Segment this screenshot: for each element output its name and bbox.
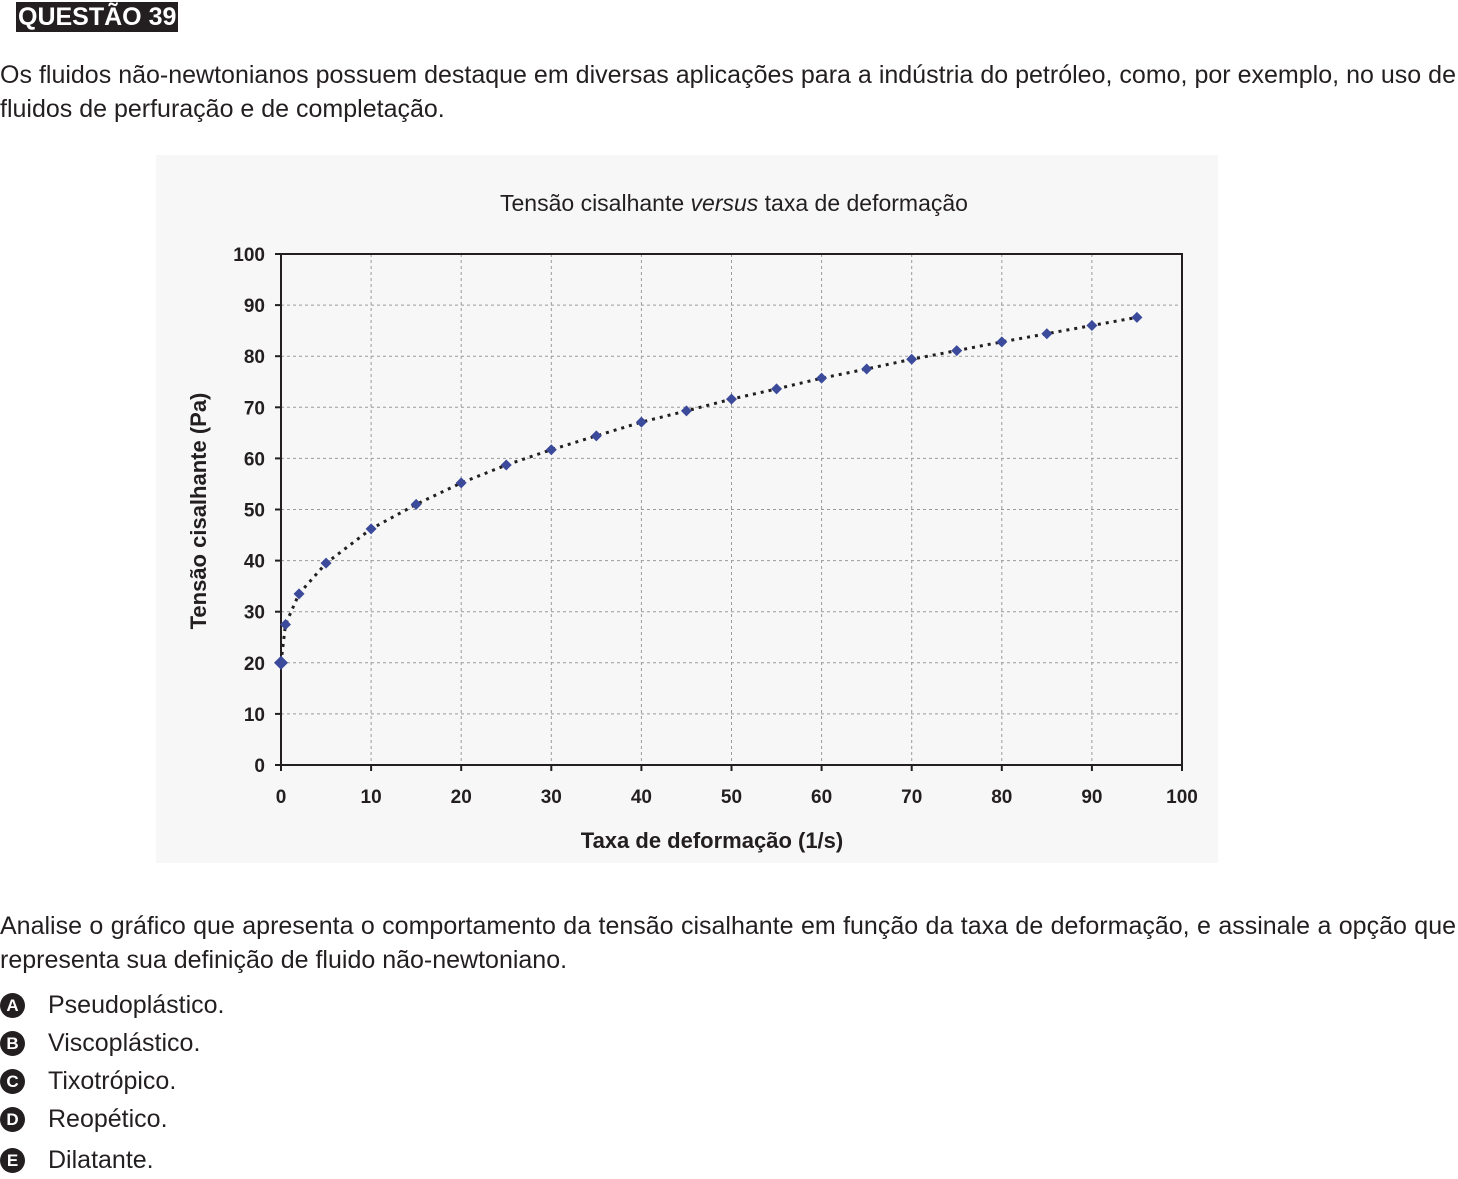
y-tick-label: 0 bbox=[254, 756, 265, 777]
x-axis-label: Taxa de deformação (1/s) bbox=[581, 828, 843, 853]
data-point-marker bbox=[274, 655, 288, 670]
y-tick-label: 90 bbox=[244, 296, 265, 317]
data-point-marker bbox=[771, 383, 783, 395]
option-d-text: Reopético. bbox=[48, 1105, 168, 1133]
question-stem-text: Analise o gráfico que apresenta o compor… bbox=[0, 912, 1456, 974]
x-tick-label: 20 bbox=[451, 787, 472, 808]
data-point-marker bbox=[1041, 328, 1053, 340]
y-axis-ticks: 0 10 20 30 40 50 60 70 80 90 100 bbox=[233, 245, 281, 777]
y-tick-label: 50 bbox=[244, 501, 265, 522]
data-point-marker bbox=[293, 588, 305, 600]
option-b-letter-icon: B bbox=[0, 1030, 25, 1056]
y-tick-label: 60 bbox=[244, 449, 265, 470]
y-tick-label: 80 bbox=[244, 347, 265, 368]
answer-options: A Pseudoplástico. B Viscoplástico. C Tix… bbox=[0, 986, 225, 1179]
data-point-marker bbox=[861, 363, 873, 375]
question-number-badge: QUESTÃO 39 bbox=[16, 2, 179, 32]
x-tick-label: 0 bbox=[276, 787, 287, 808]
option-a-letter-icon: A bbox=[0, 992, 25, 1018]
x-axis-ticks: 0 10 20 30 40 50 60 70 80 90 100 bbox=[276, 765, 1198, 808]
data-point-marker bbox=[816, 372, 828, 384]
option-b[interactable]: B Viscoplástico. bbox=[0, 1024, 225, 1062]
question-intro-text: Os fluidos não-newtonianos possuem desta… bbox=[0, 61, 1456, 123]
x-tick-label: 50 bbox=[721, 787, 742, 808]
data-point-marker bbox=[635, 416, 647, 428]
x-tick-label: 60 bbox=[811, 787, 832, 808]
x-tick-label: 10 bbox=[361, 787, 382, 808]
data-point-marker bbox=[365, 523, 377, 535]
x-tick-label: 40 bbox=[631, 787, 652, 808]
option-d-letter-icon: D bbox=[0, 1106, 25, 1132]
data-point-marker bbox=[545, 444, 557, 456]
data-point-marker bbox=[1131, 311, 1143, 323]
data-points bbox=[274, 311, 1143, 670]
shear-stress-chart: Tensão cisalhante versus taxa de deforma… bbox=[186, 190, 1198, 853]
chart-panel: Tensão cisalhante versus taxa de deforma… bbox=[156, 155, 1218, 863]
y-tick-label: 100 bbox=[233, 245, 265, 266]
option-a[interactable]: A Pseudoplástico. bbox=[0, 986, 225, 1024]
data-point-marker bbox=[590, 430, 602, 442]
data-point-marker bbox=[500, 459, 512, 471]
chart-title-part: taxa de deformação bbox=[758, 190, 968, 216]
y-tick-label: 70 bbox=[244, 398, 265, 419]
data-point-marker bbox=[320, 557, 332, 569]
option-a-text: Pseudoplástico. bbox=[48, 991, 225, 1019]
data-point-marker bbox=[1086, 320, 1098, 332]
x-tick-label: 70 bbox=[901, 787, 922, 808]
x-tick-label: 30 bbox=[541, 787, 562, 808]
option-b-text: Viscoplástico. bbox=[48, 1029, 201, 1057]
option-e-letter-icon: E bbox=[0, 1147, 25, 1173]
option-c-letter-icon: C bbox=[0, 1068, 25, 1094]
x-tick-label: 90 bbox=[1081, 787, 1102, 808]
data-point-marker bbox=[996, 336, 1008, 348]
data-point-marker bbox=[680, 405, 692, 417]
x-tick-label: 80 bbox=[991, 787, 1012, 808]
x-tick-label: 100 bbox=[1166, 787, 1198, 808]
y-tick-label: 20 bbox=[244, 654, 265, 675]
data-point-marker bbox=[410, 498, 422, 510]
chart-title-part: versus bbox=[691, 190, 759, 216]
option-d[interactable]: D Reopético. bbox=[0, 1100, 225, 1138]
data-point-marker bbox=[455, 477, 467, 489]
data-point-marker bbox=[280, 618, 292, 630]
y-tick-label: 10 bbox=[244, 705, 265, 726]
option-e[interactable]: E Dilatante. bbox=[0, 1141, 225, 1179]
chart-title: Tensão cisalhante versus taxa de deforma… bbox=[500, 190, 968, 216]
option-c[interactable]: C Tixotrópico. bbox=[0, 1062, 225, 1100]
chart-title-part: Tensão cisalhante bbox=[500, 190, 691, 216]
y-tick-label: 30 bbox=[244, 603, 265, 624]
data-point-marker bbox=[906, 353, 918, 365]
data-point-marker bbox=[726, 393, 737, 405]
option-e-text: Dilatante. bbox=[48, 1146, 154, 1174]
y-axis-label: Tensão cisalhante (Pa) bbox=[186, 393, 211, 630]
y-tick-label: 40 bbox=[244, 552, 265, 573]
trendline bbox=[279, 315, 1138, 663]
option-c-text: Tixotrópico. bbox=[48, 1067, 177, 1095]
data-point-marker bbox=[951, 345, 963, 357]
